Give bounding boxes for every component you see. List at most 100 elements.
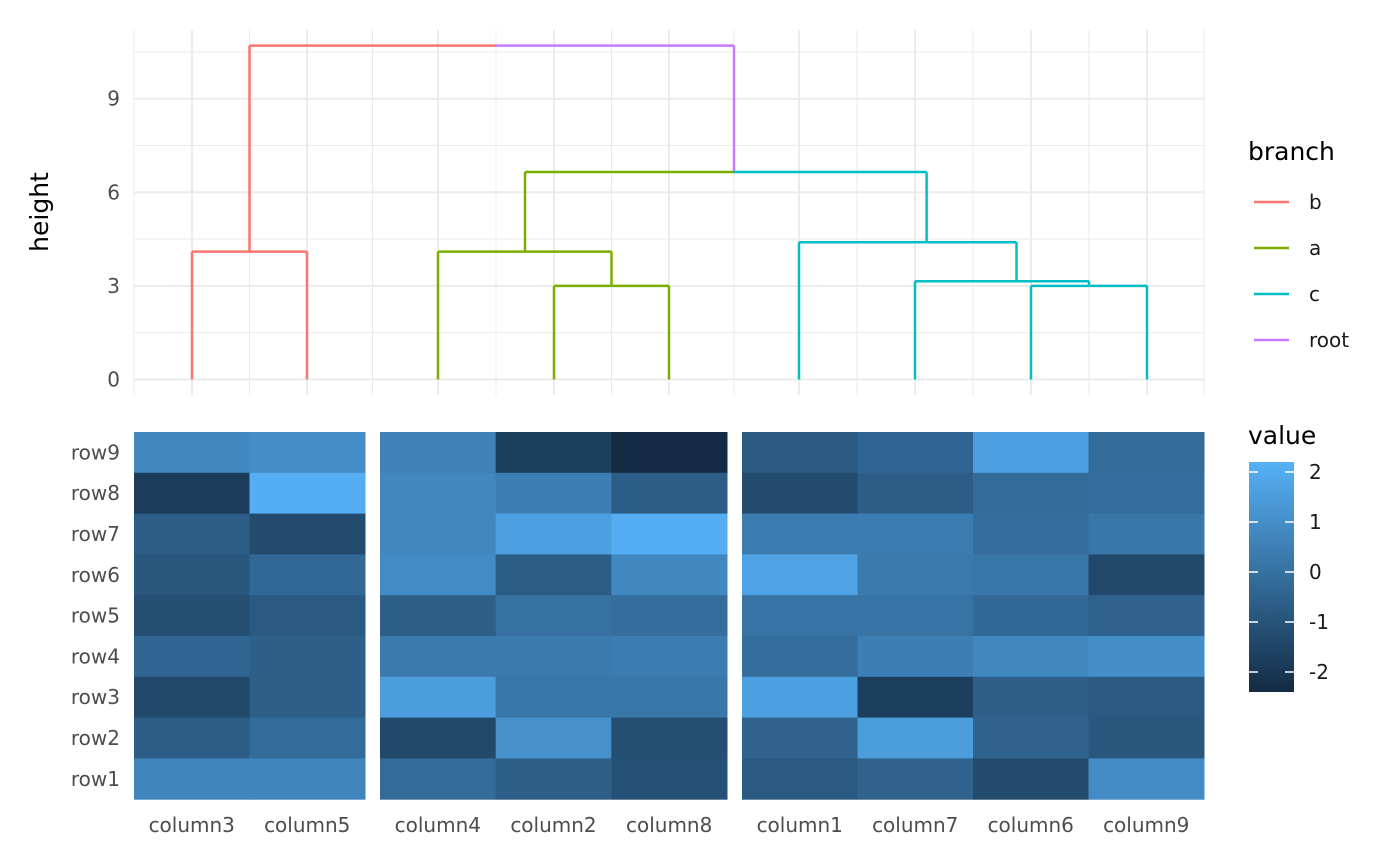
- heatmap-cell: [1088, 717, 1205, 759]
- heatmap-cell: [495, 636, 612, 678]
- dendrogram-y-tick-labels: 0 3 6 9: [107, 87, 120, 392]
- colorbar-tick-label: -1: [1309, 610, 1329, 634]
- legend-title: value: [1248, 421, 1316, 450]
- heatmap-cell: [611, 717, 728, 759]
- heatmap-cell: [973, 758, 1089, 800]
- heatmap-cell: [742, 636, 858, 678]
- heatmap-cell: [611, 472, 728, 515]
- x-tick-label: column4: [395, 813, 481, 837]
- x-tick-label: column5: [264, 813, 350, 837]
- heatmap-cell: [249, 717, 366, 759]
- heatmap-cell: [134, 513, 250, 555]
- heatmap-cell: [857, 717, 974, 759]
- legend-label: b: [1309, 190, 1322, 214]
- heatmap-cell: [134, 554, 250, 596]
- heatmap-row-labels: row9 row8 row7 row6 row5 row4 row3 row2 row1: [71, 440, 120, 790]
- heatmap-cell: [611, 676, 728, 719]
- heatmap-column-labels: column3 column5 column4 column2 column8 colum…: [149, 813, 1190, 837]
- heatmap-cell: [380, 717, 497, 759]
- heatmap-cell: [1088, 758, 1205, 800]
- y-tick-label: row7: [71, 522, 120, 546]
- heatmap-cell: [611, 432, 728, 474]
- heatmap-cell: [857, 676, 974, 719]
- heatmap-cell: [380, 554, 497, 596]
- heatmap-cell: [857, 758, 974, 800]
- y-tick-label: row1: [71, 767, 120, 791]
- heatmap-cell: [380, 758, 497, 800]
- heatmap-cell: [611, 758, 728, 800]
- y-tick-label: 0: [107, 368, 120, 392]
- heatmap-cell: [1088, 472, 1205, 515]
- heatmap-cell: [1088, 513, 1205, 555]
- x-tick-label: column1: [757, 813, 843, 837]
- heatmap-cell: [973, 676, 1089, 719]
- y-tick-label: row4: [71, 644, 120, 668]
- heatmap-cell: [857, 513, 974, 555]
- y-tick-label: 6: [107, 180, 120, 204]
- x-tick-label: column3: [149, 813, 235, 837]
- colorbar-tick-label: 1: [1309, 510, 1322, 534]
- y-tick-label: row2: [71, 726, 120, 750]
- heatmap-cell: [134, 636, 250, 678]
- heatmap-cell: [973, 472, 1089, 515]
- heatmap-cell: [249, 595, 366, 637]
- heatmap-cell: [857, 595, 974, 637]
- heatmap-cell: [495, 595, 612, 637]
- heatmap-cell: [742, 717, 858, 759]
- branch-legend: branch bac root: [1248, 137, 1349, 352]
- heatmap-cell: [857, 554, 974, 596]
- heatmap-cell: [742, 432, 858, 474]
- y-tick-label: 9: [107, 87, 120, 111]
- heatmap-cell: [134, 432, 250, 474]
- heatmap-cell: [495, 758, 612, 800]
- value-legend: value 2 1 0 -1 -2: [1248, 421, 1329, 692]
- heatmap-cell: [495, 676, 612, 719]
- heatmap-cell: [495, 554, 612, 596]
- heatmap-cell: [742, 595, 858, 637]
- heatmap-cell: [495, 717, 612, 759]
- colorbar: [1249, 462, 1294, 692]
- x-tick-label: column8: [626, 813, 712, 837]
- heatmap-cell: [380, 432, 497, 474]
- legend-label: root: [1309, 328, 1349, 352]
- dendrogram-y-axis-title: height: [25, 172, 54, 252]
- heatmap-cell: [134, 758, 250, 800]
- heatmap-cell: [134, 595, 250, 637]
- x-tick-label: column7: [872, 813, 958, 837]
- heatmap-cell: [380, 636, 497, 678]
- heatmap-cell: [134, 717, 250, 759]
- heatmap-cell: [380, 595, 497, 637]
- heatmap-cell: [249, 554, 366, 596]
- y-tick-label: row6: [71, 563, 120, 587]
- legend-label: c: [1309, 282, 1320, 306]
- heatmap-cell: [857, 636, 974, 678]
- heatmap-cell: [249, 472, 366, 515]
- heatmap-cell: [857, 472, 974, 515]
- heatmap-cell: [611, 513, 728, 555]
- heatmap-cell: [1088, 595, 1205, 637]
- heatmap-cell: [611, 595, 728, 637]
- dendrogram-branches: [190, 44, 1149, 380]
- heatmap-cell: [973, 513, 1089, 555]
- heatmap-cells: [134, 432, 1205, 800]
- heatmap-cell: [249, 636, 366, 678]
- colorbar-tick-label: 2: [1309, 460, 1322, 484]
- heatmap-cell: [857, 432, 974, 474]
- heatmap-cell: [611, 636, 728, 678]
- heatmap-cell: [495, 432, 612, 474]
- y-tick-label: row9: [71, 440, 120, 464]
- heatmap-cell: [742, 513, 858, 555]
- heatmap-cell: [611, 554, 728, 596]
- heatmap-cell: [249, 432, 366, 474]
- x-tick-label: column9: [1103, 813, 1189, 837]
- x-tick-label: column2: [510, 813, 596, 837]
- heatmap-cell: [249, 758, 366, 800]
- heatmap-cell: [1088, 636, 1205, 678]
- heatmap-cell: [742, 472, 858, 515]
- y-tick-label: row3: [71, 685, 120, 709]
- heatmap-cell: [742, 758, 858, 800]
- heatmap-cell: [973, 717, 1089, 759]
- heatmap-cell: [973, 636, 1089, 678]
